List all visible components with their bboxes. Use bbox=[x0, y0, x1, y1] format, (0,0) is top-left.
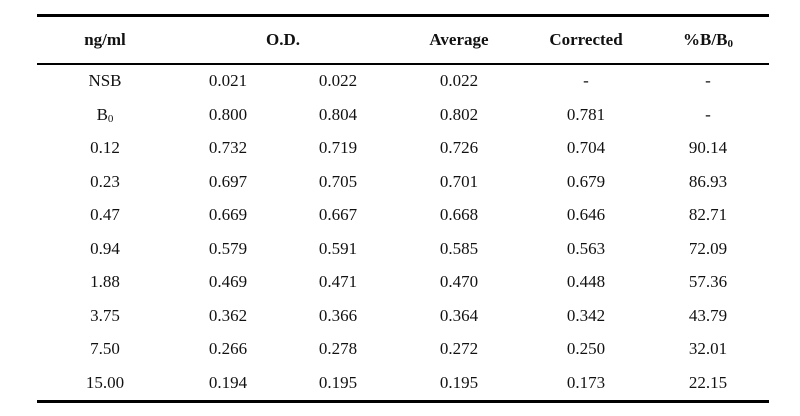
cell-percent-b-b0: 86.93 bbox=[688, 171, 728, 191]
cell-percent-b-b0: 90.14 bbox=[688, 138, 728, 158]
cell-concentration: 1.88 bbox=[37, 266, 173, 300]
cell-od-2: 0.366 bbox=[318, 305, 358, 325]
cell-percent-b-b0: 22.15 bbox=[688, 372, 728, 392]
cell-concentration-text: 0.23 bbox=[90, 171, 120, 191]
header-percent-subscript: 0 bbox=[727, 38, 733, 50]
cell-od-2: 0.471 bbox=[318, 272, 358, 292]
cell-concentration: 0.94 bbox=[37, 232, 173, 266]
table-body: NSB 0.021 0.022 0.022 - - B0 0.800 0.804 0.802 0.7… bbox=[37, 65, 769, 400]
table-row: NSB 0.021 0.022 0.022 - - bbox=[37, 65, 769, 99]
cell-od-1: 0.194 bbox=[208, 372, 248, 392]
cell-average: 0.726 bbox=[439, 138, 479, 158]
cell-concentration: 0.23 bbox=[37, 165, 173, 199]
cell-average: 0.470 bbox=[439, 272, 479, 292]
cell-average: 0.701 bbox=[439, 171, 479, 191]
header-average: Average bbox=[429, 30, 489, 49]
cell-concentration-text: 3.75 bbox=[90, 305, 120, 325]
cell-concentration: 0.47 bbox=[37, 199, 173, 233]
header-corrected: Corrected bbox=[549, 30, 623, 49]
cell-concentration: B0 bbox=[37, 98, 173, 132]
header-od: O.D. bbox=[266, 30, 300, 49]
cell-od-1: 0.732 bbox=[208, 138, 248, 158]
cell-percent-b-b0: - bbox=[705, 104, 711, 124]
cell-concentration: 15.00 bbox=[37, 366, 173, 400]
cell-average: 0.195 bbox=[439, 372, 479, 392]
header-percent-main: %B/B bbox=[683, 30, 728, 49]
cell-concentration: 3.75 bbox=[37, 299, 173, 333]
cell-average: 0.022 bbox=[439, 71, 479, 91]
cell-average: 0.668 bbox=[439, 205, 479, 225]
cell-od-2: 0.195 bbox=[318, 372, 358, 392]
table-header: ng/ml O.D. Average Corrected %B/B0 bbox=[37, 17, 769, 63]
cell-percent-b-b0: - bbox=[705, 71, 711, 91]
cell-corrected: - bbox=[583, 71, 589, 91]
cell-od-1: 0.579 bbox=[208, 238, 248, 258]
cell-concentration-subscript: 0 bbox=[107, 112, 114, 125]
cell-concentration-text: 15.00 bbox=[85, 372, 125, 392]
table-row: 0.23 0.697 0.705 0.701 0.679 86.93 bbox=[37, 165, 769, 199]
cell-percent-b-b0: 82.71 bbox=[688, 205, 728, 225]
table-row: 15.00 0.194 0.195 0.195 0.173 22.15 bbox=[37, 366, 769, 400]
cell-concentration: 0.12 bbox=[37, 132, 173, 166]
cell-percent-b-b0: 43.79 bbox=[688, 305, 728, 325]
cell-od-1: 0.469 bbox=[208, 272, 248, 292]
cell-percent-b-b0: 57.36 bbox=[688, 272, 728, 292]
cell-corrected: 0.704 bbox=[566, 138, 606, 158]
cell-od-2: 0.278 bbox=[318, 339, 358, 359]
cell-corrected: 0.563 bbox=[566, 238, 606, 258]
header-concentration: ng/ml bbox=[84, 30, 126, 49]
cell-concentration-text: B bbox=[96, 104, 108, 124]
header-percent-b-b0: %B/B0 bbox=[647, 17, 769, 63]
table-row: 1.88 0.469 0.471 0.470 0.448 57.36 bbox=[37, 266, 769, 300]
table-bottom-rule bbox=[37, 399, 769, 403]
cell-od-2: 0.804 bbox=[318, 104, 358, 124]
table-row: 0.47 0.669 0.667 0.668 0.646 82.71 bbox=[37, 199, 769, 233]
header-row: ng/ml O.D. Average Corrected %B/B0 bbox=[37, 17, 769, 63]
cell-concentration: NSB bbox=[37, 65, 173, 99]
cell-concentration: 7.50 bbox=[37, 333, 173, 367]
cell-concentration-text: 7.50 bbox=[90, 339, 120, 359]
cell-od-1: 0.021 bbox=[208, 71, 248, 91]
cell-od-2: 0.022 bbox=[318, 71, 358, 91]
cell-percent-b-b0: 32.01 bbox=[688, 339, 728, 359]
cell-average: 0.585 bbox=[439, 238, 479, 258]
table-row: 0.12 0.732 0.719 0.726 0.704 90.14 bbox=[37, 132, 769, 166]
cell-corrected: 0.781 bbox=[566, 104, 606, 124]
cell-od-1: 0.362 bbox=[208, 305, 248, 325]
cell-concentration-text: 1.88 bbox=[90, 272, 120, 292]
cell-od-1: 0.800 bbox=[208, 104, 248, 124]
cell-average: 0.272 bbox=[439, 339, 479, 359]
cell-average: 0.802 bbox=[439, 104, 479, 124]
cell-corrected: 0.448 bbox=[566, 272, 606, 292]
table-row: 7.50 0.266 0.278 0.272 0.250 32.01 bbox=[37, 333, 769, 367]
cell-od-1: 0.669 bbox=[208, 205, 248, 225]
cell-concentration-text: 0.94 bbox=[90, 238, 120, 258]
cell-od-2: 0.667 bbox=[318, 205, 358, 225]
cell-od-2: 0.719 bbox=[318, 138, 358, 158]
cell-od-1: 0.266 bbox=[208, 339, 248, 359]
cell-corrected: 0.646 bbox=[566, 205, 606, 225]
cell-corrected: 0.173 bbox=[566, 372, 606, 392]
table-row: B0 0.800 0.804 0.802 0.781 - bbox=[37, 98, 769, 132]
standard-curve-table: ng/ml O.D. Average Corrected %B/B0 NSB 0.… bbox=[37, 14, 769, 403]
table-row: 3.75 0.362 0.366 0.364 0.342 43.79 bbox=[37, 299, 769, 333]
cell-corrected: 0.250 bbox=[566, 339, 606, 359]
cell-od-1: 0.697 bbox=[208, 171, 248, 191]
table-row: 0.94 0.579 0.591 0.585 0.563 72.09 bbox=[37, 232, 769, 266]
header-rule bbox=[37, 63, 769, 65]
cell-concentration-text: 0.47 bbox=[90, 205, 120, 225]
data-table-body: NSB 0.021 0.022 0.022 - - B0 0.800 0.804 0.802 0.7… bbox=[37, 65, 769, 400]
cell-percent-b-b0: 72.09 bbox=[688, 238, 728, 258]
cell-concentration-text: 0.12 bbox=[90, 138, 120, 158]
cell-od-2: 0.705 bbox=[318, 171, 358, 191]
cell-od-2: 0.591 bbox=[318, 238, 358, 258]
cell-corrected: 0.679 bbox=[566, 171, 606, 191]
cell-corrected: 0.342 bbox=[566, 305, 606, 325]
cell-average: 0.364 bbox=[439, 305, 479, 325]
cell-concentration-text: NSB bbox=[88, 71, 122, 91]
data-table: ng/ml O.D. Average Corrected %B/B0 bbox=[37, 17, 769, 63]
table-top-rule bbox=[37, 14, 769, 17]
